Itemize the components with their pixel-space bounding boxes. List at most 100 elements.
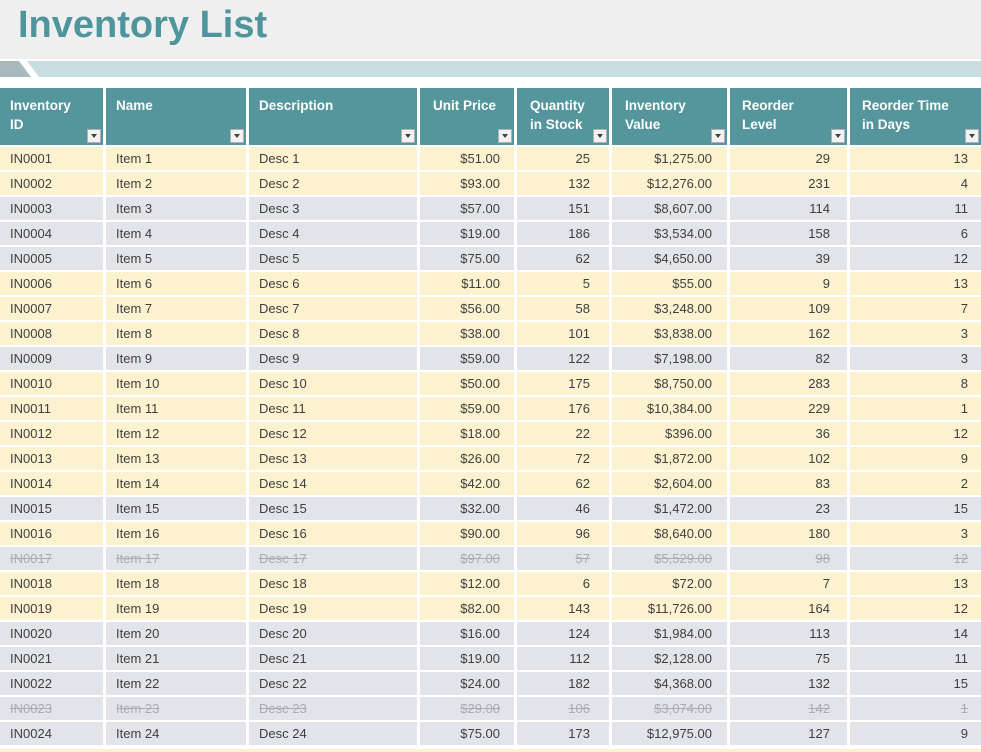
filter-button-reorder-level[interactable] — [831, 129, 845, 143]
cell-reorder-time[interactable]: 15 — [850, 672, 981, 695]
cell-inventory-id[interactable]: IN0022 — [0, 672, 103, 695]
cell-name[interactable]: Item 2 — [106, 172, 246, 195]
cell-reorder-level[interactable]: 83 — [730, 472, 847, 495]
header-reorder-time[interactable]: Reorder Time in Days — [850, 88, 981, 145]
cell-description[interactable]: Desc 1 — [249, 147, 417, 170]
cell-description[interactable]: Desc 2 — [249, 172, 417, 195]
header-unit-price[interactable]: Unit Price — [420, 88, 514, 145]
cell-inventory-value[interactable]: $5,529.00 — [612, 547, 727, 570]
cell-description[interactable]: Desc 11 — [249, 397, 417, 420]
cell-reorder-level[interactable]: 109 — [730, 297, 847, 320]
cell-name[interactable]: Item 12 — [106, 422, 246, 445]
cell-inventory-value[interactable]: $2,128.00 — [612, 647, 727, 670]
cell-reorder-time[interactable]: 12 — [850, 547, 981, 570]
cell-inventory-id[interactable]: IN0013 — [0, 447, 103, 470]
cell-inventory-value[interactable]: $8,750.00 — [612, 372, 727, 395]
cell-reorder-level[interactable]: 114 — [730, 197, 847, 220]
cell-description[interactable]: Desc 19 — [249, 597, 417, 620]
cell-name[interactable]: Item 10 — [106, 372, 246, 395]
cell-inventory-id[interactable]: IN0011 — [0, 397, 103, 420]
cell-reorder-level[interactable]: 82 — [730, 347, 847, 370]
cell-inventory-id[interactable]: IN0004 — [0, 222, 103, 245]
cell-inventory-value[interactable]: $11,726.00 — [612, 597, 727, 620]
cell-inventory-value[interactable]: $1,275.00 — [612, 147, 727, 170]
cell-reorder-time[interactable]: 2 — [850, 472, 981, 495]
cell-inventory-id[interactable]: IN0016 — [0, 522, 103, 545]
filter-button-inventory-value[interactable] — [711, 129, 725, 143]
filter-button-name[interactable] — [230, 129, 244, 143]
cell-name[interactable]: Item 7 — [106, 297, 246, 320]
cell-description[interactable]: Desc 8 — [249, 322, 417, 345]
cell-reorder-level[interactable]: 23 — [730, 497, 847, 520]
cell-description[interactable]: Desc 20 — [249, 622, 417, 645]
cell-inventory-id[interactable]: IN0024 — [0, 722, 103, 745]
cell-quantity-in-stock[interactable]: 112 — [517, 647, 609, 670]
cell-reorder-time[interactable]: 1 — [850, 397, 981, 420]
cell-quantity-in-stock[interactable]: 46 — [517, 497, 609, 520]
cell-reorder-time[interactable]: 15 — [850, 497, 981, 520]
cell-unit-price[interactable]: $19.00 — [420, 222, 514, 245]
cell-inventory-value[interactable]: $3,074.00 — [612, 697, 727, 720]
cell-quantity-in-stock[interactable]: 182 — [517, 672, 609, 695]
cell-inventory-value[interactable]: $12,975.00 — [612, 722, 727, 745]
cell-unit-price[interactable]: $32.00 — [420, 497, 514, 520]
cell-quantity-in-stock[interactable]: 186 — [517, 222, 609, 245]
cell-reorder-level[interactable]: 158 — [730, 222, 847, 245]
cell-inventory-value[interactable]: $1,984.00 — [612, 622, 727, 645]
cell-unit-price[interactable]: $38.00 — [420, 322, 514, 345]
cell-reorder-level[interactable]: 229 — [730, 397, 847, 420]
cell-name[interactable]: Item 14 — [106, 472, 246, 495]
cell-reorder-level[interactable]: 142 — [730, 697, 847, 720]
cell-description[interactable]: Desc 22 — [249, 672, 417, 695]
cell-reorder-time[interactable]: 11 — [850, 647, 981, 670]
cell-name[interactable]: Item 9 — [106, 347, 246, 370]
header-reorder-level[interactable]: Reorder Level — [730, 88, 847, 145]
cell-inventory-value[interactable]: $12,276.00 — [612, 172, 727, 195]
cell-reorder-time[interactable]: 3 — [850, 322, 981, 345]
cell-reorder-level[interactable]: 102 — [730, 447, 847, 470]
cell-reorder-level[interactable]: 9 — [730, 272, 847, 295]
cell-name[interactable]: Item 19 — [106, 597, 246, 620]
cell-quantity-in-stock[interactable]: 62 — [517, 472, 609, 495]
cell-unit-price[interactable]: $75.00 — [420, 722, 514, 745]
cell-reorder-level[interactable]: 75 — [730, 647, 847, 670]
filter-button-reorder-time[interactable] — [965, 129, 979, 143]
cell-reorder-time[interactable]: 14 — [850, 622, 981, 645]
cell-inventory-id[interactable]: IN0005 — [0, 247, 103, 270]
cell-description[interactable]: Desc 10 — [249, 372, 417, 395]
cell-name[interactable]: Item 20 — [106, 622, 246, 645]
cell-description[interactable]: Desc 15 — [249, 497, 417, 520]
cell-reorder-time[interactable]: 13 — [850, 272, 981, 295]
header-description[interactable]: Description — [249, 88, 417, 145]
cell-description[interactable]: Desc 21 — [249, 647, 417, 670]
cell-description[interactable]: Desc 16 — [249, 522, 417, 545]
cell-description[interactable]: Desc 6 — [249, 272, 417, 295]
cell-unit-price[interactable]: $90.00 — [420, 522, 514, 545]
cell-quantity-in-stock[interactable]: 96 — [517, 522, 609, 545]
cell-inventory-value[interactable]: $7,198.00 — [612, 347, 727, 370]
cell-description[interactable]: Desc 3 — [249, 197, 417, 220]
cell-description[interactable]: Desc 5 — [249, 247, 417, 270]
cell-inventory-id[interactable]: IN0008 — [0, 322, 103, 345]
cell-inventory-id[interactable]: IN0023 — [0, 697, 103, 720]
cell-reorder-time[interactable]: 3 — [850, 522, 981, 545]
cell-unit-price[interactable]: $11.00 — [420, 272, 514, 295]
cell-quantity-in-stock[interactable]: 173 — [517, 722, 609, 745]
cell-unit-price[interactable]: $29.00 — [420, 697, 514, 720]
cell-unit-price[interactable]: $59.00 — [420, 397, 514, 420]
cell-reorder-level[interactable]: 180 — [730, 522, 847, 545]
cell-inventory-value[interactable]: $8,640.00 — [612, 522, 727, 545]
cell-reorder-level[interactable]: 162 — [730, 322, 847, 345]
cell-name[interactable]: Item 16 — [106, 522, 246, 545]
cell-quantity-in-stock[interactable]: 22 — [517, 422, 609, 445]
cell-description[interactable]: Desc 13 — [249, 447, 417, 470]
cell-quantity-in-stock[interactable]: 58 — [517, 297, 609, 320]
cell-reorder-level[interactable]: 39 — [730, 247, 847, 270]
cell-reorder-level[interactable]: 164 — [730, 597, 847, 620]
cell-inventory-value[interactable]: $3,838.00 — [612, 322, 727, 345]
cell-reorder-time[interactable]: 4 — [850, 172, 981, 195]
cell-name[interactable]: Item 22 — [106, 672, 246, 695]
cell-inventory-value[interactable]: $72.00 — [612, 572, 727, 595]
cell-quantity-in-stock[interactable]: 101 — [517, 322, 609, 345]
filter-button-description[interactable] — [401, 129, 415, 143]
